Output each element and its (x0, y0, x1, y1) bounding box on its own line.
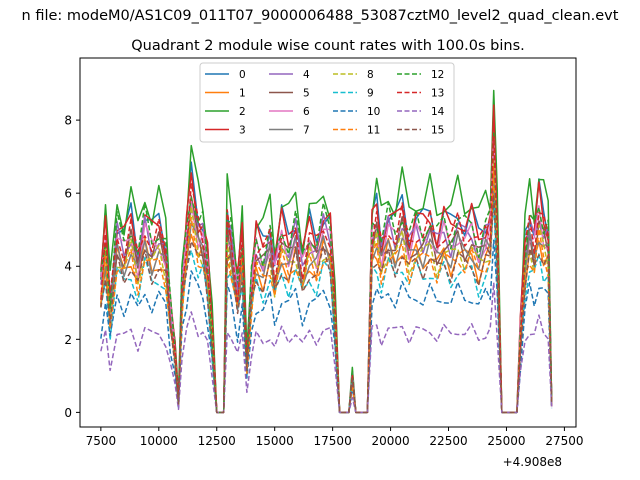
legend-label-11: 11 (367, 125, 380, 137)
legend-label-13: 13 (431, 88, 444, 100)
legend-label-0: 0 (239, 69, 246, 81)
legend-label-10: 10 (367, 106, 380, 118)
x-tick-label: 17500 (314, 434, 352, 448)
legend-label-1: 1 (239, 88, 246, 100)
legend-label-4: 4 (303, 69, 310, 81)
series-15-line (100, 194, 553, 414)
x-tick-label: 25000 (487, 434, 525, 448)
x-tick-label: 20000 (371, 434, 409, 448)
legend-label-15: 15 (431, 125, 444, 137)
y-tick-label: 4 (64, 260, 72, 274)
series-0-line (100, 98, 553, 414)
x-tick-label: 7500 (86, 434, 117, 448)
legend-box (199, 62, 455, 143)
x-tick-label: 15000 (256, 434, 294, 448)
legend-label-6: 6 (303, 106, 310, 118)
chart-suptitle: n file: modeM0/AS1C09_011T07_9000006488_… (22, 8, 619, 24)
plot-frame (79, 57, 577, 428)
y-tick-label: 6 (64, 187, 72, 201)
legend-label-5: 5 (303, 88, 310, 100)
legend-label-7: 7 (303, 125, 310, 137)
y-tick-label: 2 (64, 333, 72, 347)
legend-label-2: 2 (239, 106, 246, 118)
legend-label-12: 12 (431, 69, 444, 81)
chart-title: Quadrant 2 module wise count rates with … (131, 38, 525, 54)
axes-layer: 7500 10000 12500 15000 17500 20000 22500 25000 2… (64, 57, 584, 448)
y-tick-label: 8 (64, 114, 72, 128)
legend-label-3: 3 (239, 125, 246, 137)
legend-label-14: 14 (431, 106, 445, 118)
y-tick-label: 0 (64, 406, 72, 420)
legend-label-8: 8 (367, 69, 374, 81)
series-13-line (100, 136, 553, 414)
x-tick-label: 10000 (140, 434, 178, 448)
x-tick-label: 27500 (545, 434, 583, 448)
x-offset-label: +4.908e8 (503, 455, 562, 469)
series-14-line (100, 281, 553, 414)
series-layer (100, 89, 553, 414)
legend-label-9: 9 (367, 88, 374, 100)
x-tick-label: 12500 (198, 434, 236, 448)
x-tick-label: 22500 (429, 434, 467, 448)
series-11-line (100, 166, 553, 414)
series-12-line (100, 132, 553, 414)
